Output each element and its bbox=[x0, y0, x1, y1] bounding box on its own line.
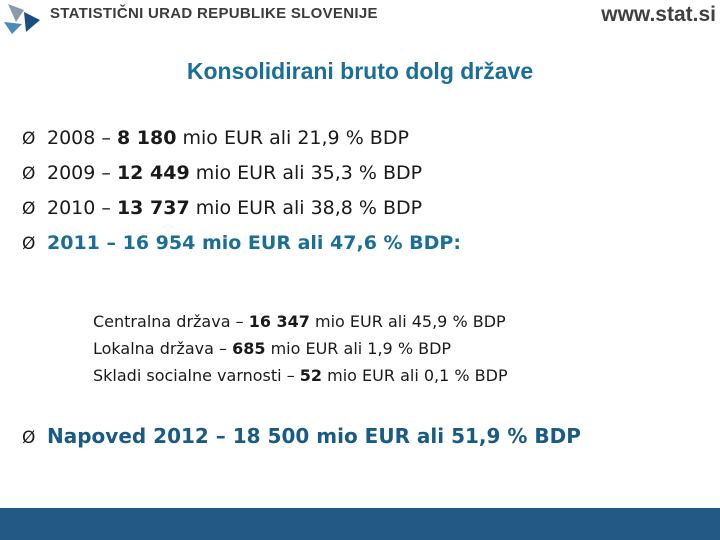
debt-amount: 52 bbox=[299, 366, 323, 385]
debt-amount: 8 180 bbox=[116, 127, 177, 149]
header: STATISTIČNI URAD REPUBLIKE SLOVENIJE www… bbox=[0, 0, 720, 40]
list-item: Ø 2008 – 8 180 mio EUR ali 21,9 % BDP bbox=[22, 121, 422, 156]
sector-breakdown-list: Centralna država – 16 347 mio EUR ali 45… bbox=[93, 308, 508, 389]
list-item: Lokalna država – 685 mio EUR ali 1,9 % B… bbox=[93, 339, 452, 358]
debt-amount: 16 347 bbox=[248, 312, 310, 331]
list-item: Skladi socialne varnosti – 52 mio EUR al… bbox=[93, 366, 508, 385]
arrow-bullet-icon: Ø bbox=[22, 428, 36, 448]
arrow-bullet-icon: Ø bbox=[22, 234, 36, 254]
list-item: Centralna država – 16 347 mio EUR ali 45… bbox=[93, 312, 506, 331]
surs-logo-icon bbox=[4, 4, 40, 34]
highlight-2011: Ø 2011 – 16 954 mio EUR ali 47,6 % BDP: bbox=[22, 232, 461, 254]
forecast-2012: Ø Napoved 2012 – 18 500 mio EUR ali 51,9 … bbox=[22, 424, 581, 448]
yearly-debt-list: Ø 2008 – 8 180 mio EUR ali 21,9 % BDP Ø 20… bbox=[22, 121, 422, 226]
arrow-bullet-icon: Ø bbox=[22, 164, 36, 184]
website-url[interactable]: www.stat.si bbox=[601, 3, 716, 26]
list-item: Ø 2010 – 13 737 mio EUR ali 38,8 % BDP bbox=[22, 191, 422, 226]
debt-amount: 12 449 bbox=[116, 162, 190, 184]
footer-bar bbox=[0, 508, 720, 540]
list-item: Ø 2009 – 12 449 mio EUR ali 35,3 % BDP bbox=[22, 156, 422, 191]
arrow-bullet-icon: Ø bbox=[22, 129, 36, 149]
organization-name: STATISTIČNI URAD REPUBLIKE SLOVENIJE bbox=[50, 5, 378, 22]
debt-amount: 685 bbox=[232, 339, 266, 358]
arrow-bullet-icon: Ø bbox=[22, 199, 36, 219]
slide-title: Konsolidirani bruto dolg države bbox=[186, 58, 534, 84]
debt-amount: 13 737 bbox=[116, 197, 190, 219]
